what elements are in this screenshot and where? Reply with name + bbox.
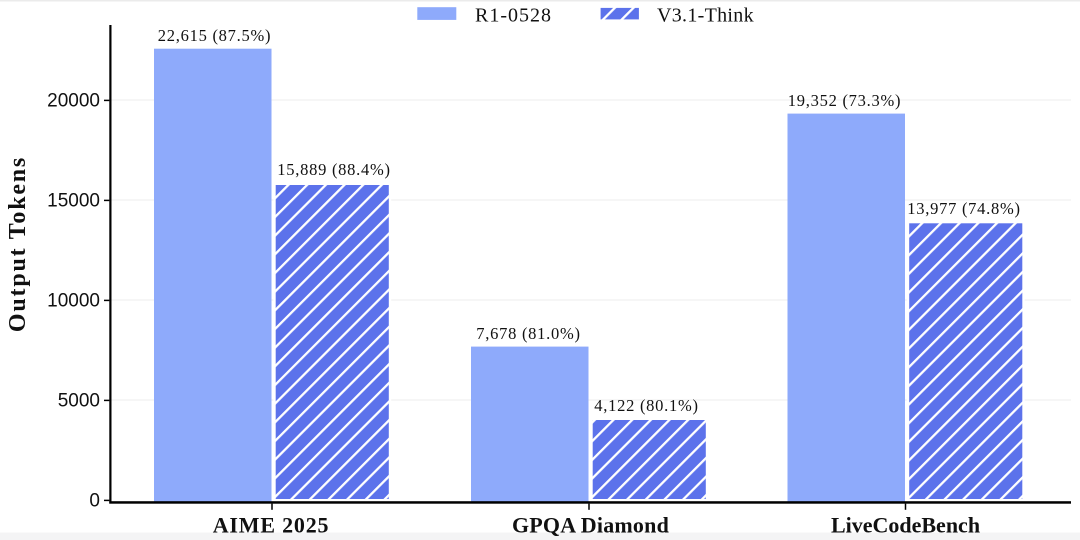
svg-text:22,615 (87.5%): 22,615 (87.5%): [158, 26, 272, 45]
svg-text:7,678 (81.0%): 7,678 (81.0%): [476, 324, 581, 343]
svg-text:V3.1-Think: V3.1-Think: [657, 4, 754, 26]
svg-text:0: 0: [89, 491, 100, 512]
svg-text:13,977 (74.8%): 13,977 (74.8%): [907, 199, 1021, 218]
svg-text:Output Tokens: Output Tokens: [5, 156, 31, 332]
svg-text:15000: 15000: [47, 191, 100, 212]
svg-text:R1-0528: R1-0528: [475, 4, 552, 26]
svg-text:4,122 (80.1%): 4,122 (80.1%): [594, 396, 699, 415]
svg-text:LiveCodeBench: LiveCodeBench: [831, 512, 980, 537]
svg-text:20000: 20000: [47, 91, 100, 112]
svg-text:19,352 (73.3%): 19,352 (73.3%): [788, 91, 902, 110]
svg-text:5000: 5000: [58, 391, 100, 412]
svg-text:15,889 (88.4%): 15,889 (88.4%): [277, 160, 391, 179]
svg-text:AIME 2025: AIME 2025: [213, 512, 330, 537]
svg-text:GPQA Diamond: GPQA Diamond: [512, 512, 669, 537]
svg-text:10000: 10000: [47, 291, 100, 312]
